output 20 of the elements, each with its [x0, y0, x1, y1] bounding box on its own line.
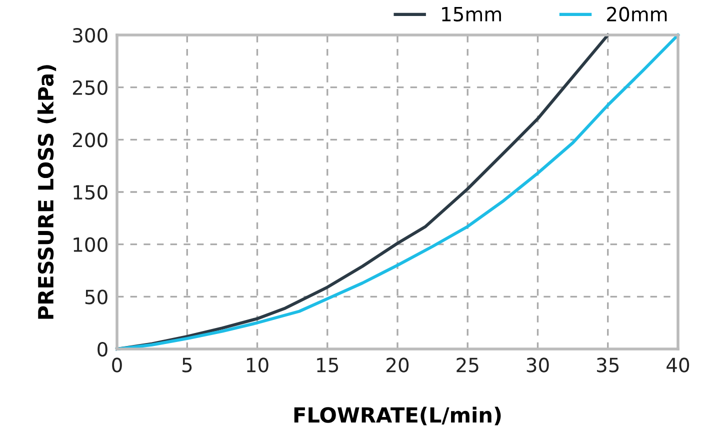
- y-tick-label: 150: [74, 184, 108, 200]
- legend-label: 20mm: [607, 6, 667, 22]
- x-tick-label: 40: [666, 358, 690, 372]
- x-tick-label: 15: [317, 358, 338, 372]
- y-axis-title: PRESSURE LOSS (kPa): [38, 65, 56, 319]
- y-tick-label: 300: [73, 28, 108, 43]
- y-tick-label: 250: [72, 80, 108, 95]
- y-tick-label: 50: [85, 290, 108, 304]
- y-tick-label: 100: [74, 237, 108, 252]
- legend-label: 15mm: [442, 7, 501, 22]
- x-tick-label: 35: [596, 358, 619, 372]
- x-tick-label: 30: [526, 358, 549, 372]
- x-tick-label: 10: [247, 358, 268, 372]
- x-tick-label: 20: [386, 358, 409, 372]
- x-tick-label: 5: [182, 358, 192, 372]
- y-tick-label: 0: [98, 342, 108, 357]
- y-tick-label: 200: [72, 132, 108, 148]
- x-tick-label: 0: [112, 358, 122, 372]
- x-axis-title: FLOWRATE(L/min): [294, 406, 501, 426]
- x-tick-label: 25: [456, 358, 478, 372]
